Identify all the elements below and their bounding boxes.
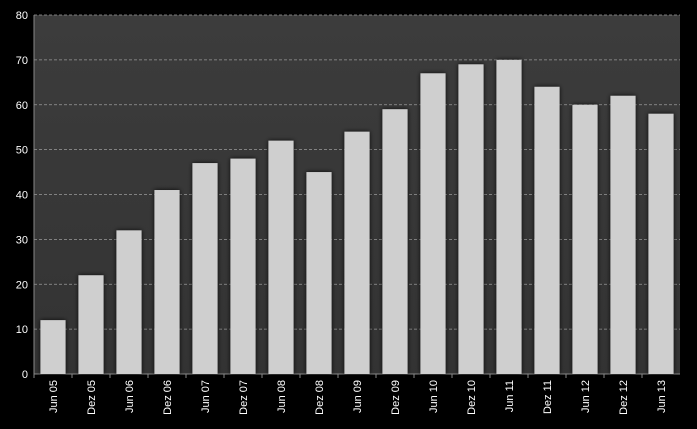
- bar: [306, 172, 332, 374]
- bar: [230, 158, 256, 374]
- bar: [420, 73, 446, 375]
- bar: [458, 64, 484, 375]
- y-tick-label: 20: [16, 279, 28, 291]
- x-tick-label: Dez 10: [466, 380, 478, 415]
- y-tick-label: 70: [16, 55, 28, 67]
- y-tick-label: 40: [16, 190, 28, 202]
- y-tick-label: 0: [22, 369, 28, 381]
- x-tick-label: Dez 08: [314, 380, 326, 415]
- y-tick-label: 80: [16, 10, 28, 22]
- y-tick-label: 60: [16, 100, 28, 112]
- bar: [382, 109, 408, 375]
- bar: [610, 95, 636, 375]
- bar: [116, 230, 142, 374]
- x-tick-label: Dez 05: [86, 380, 98, 415]
- x-tick-label: Dez 09: [390, 380, 402, 415]
- bar: [534, 86, 560, 375]
- bar: [78, 275, 104, 374]
- x-tick-label: Jun 12: [580, 380, 592, 413]
- x-tick-label: Jun 06: [124, 380, 136, 413]
- bar: [40, 320, 66, 374]
- x-tick-label: Jun 10: [428, 380, 440, 413]
- y-tick-label: 50: [16, 145, 28, 157]
- x-tick-label: Dez 11: [542, 380, 554, 414]
- x-tick-label: Jun 09: [352, 380, 364, 413]
- y-tick-label: 30: [16, 234, 28, 246]
- bar: [344, 131, 370, 374]
- x-tick-label: Jun 11: [504, 380, 516, 412]
- x-tick-label: Dez 07: [238, 380, 250, 415]
- bar: [154, 190, 180, 374]
- bar: [192, 163, 218, 374]
- x-tick-label: Jun 08: [276, 380, 288, 413]
- x-tick-label: Jun 05: [48, 380, 60, 413]
- bar: [648, 113, 674, 374]
- x-tick-label: Dez 06: [162, 380, 174, 415]
- y-tick-label: 10: [16, 324, 28, 336]
- bar: [268, 140, 294, 374]
- x-tick-label: Dez 12: [618, 380, 630, 415]
- x-tick-label: Jun 07: [200, 380, 212, 413]
- x-tick-label: Jun 13: [656, 380, 668, 413]
- bar: [496, 59, 522, 374]
- bar: [572, 104, 598, 374]
